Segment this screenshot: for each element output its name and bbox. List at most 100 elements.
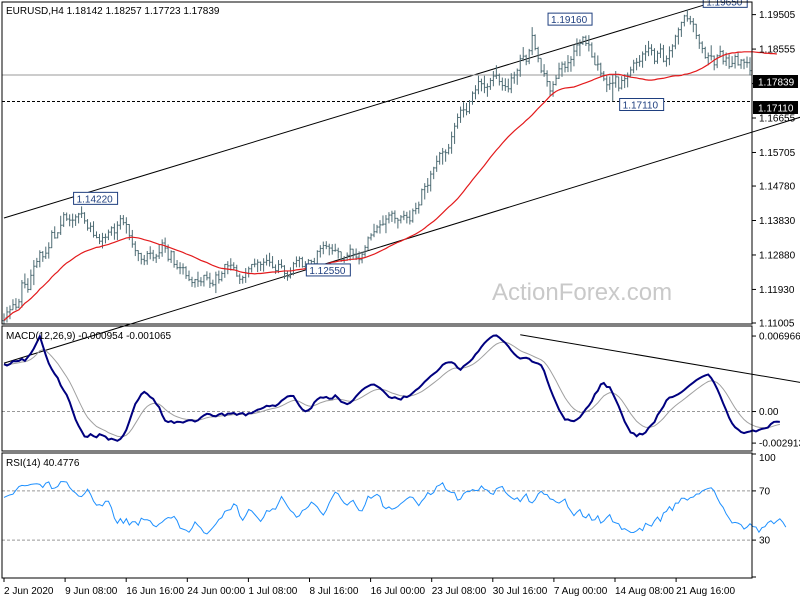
ohlc-bar bbox=[110, 226, 113, 236]
ohlc-bar bbox=[474, 85, 477, 100]
ohlc-bar bbox=[71, 213, 75, 228]
ohlc-bar bbox=[596, 55, 600, 71]
ohlc-bar bbox=[205, 271, 209, 281]
price-annotation: 1.17110 bbox=[619, 98, 665, 112]
ohlc-bar bbox=[575, 38, 579, 57]
ohlc-bar bbox=[223, 263, 227, 278]
x-tick-label: 21 Aug 16:00 bbox=[676, 586, 735, 597]
price-y-tick-label: 1.15705 bbox=[759, 148, 796, 159]
ohlc-bar bbox=[375, 224, 379, 234]
ohlc-bar bbox=[271, 256, 274, 269]
ohlc-bar bbox=[509, 73, 513, 94]
ohlc-bar bbox=[360, 251, 364, 264]
ohlc-bar bbox=[339, 251, 343, 262]
ohlc-bar bbox=[333, 243, 337, 252]
macd-panel: MACD(12,26,9) -0.000954 -0.001065 0.0069… bbox=[1, 325, 800, 452]
watermark: ActionForex.com bbox=[492, 279, 672, 306]
ohlc-bar bbox=[560, 61, 564, 77]
price-annotation-box bbox=[702, 0, 748, 8]
ohlc-bar bbox=[447, 143, 451, 155]
ohlc-bar bbox=[563, 61, 567, 73]
ohlc-bar bbox=[483, 75, 486, 94]
ohlc-bar bbox=[229, 258, 233, 271]
ohlc-bar bbox=[196, 271, 200, 287]
ohlc-bar bbox=[405, 211, 409, 224]
ohlc-bar bbox=[539, 57, 543, 74]
ohlc-bar bbox=[659, 43, 662, 58]
ohlc-bar bbox=[77, 212, 80, 224]
ohlc-bar bbox=[142, 254, 146, 266]
ohlc-bar bbox=[65, 212, 69, 221]
ohlc-bar bbox=[289, 267, 292, 279]
price-title: EURUSD,H4 1.18142 1.18257 1.17723 1.1783… bbox=[6, 6, 220, 17]
ohlc-bar bbox=[653, 48, 656, 65]
ohlc-bar bbox=[682, 14, 686, 27]
ohlc-bar bbox=[145, 250, 149, 265]
ohlc-bar bbox=[733, 54, 737, 69]
ohlc-bar bbox=[524, 54, 528, 66]
x-tick-label: 2 Jun 2020 bbox=[4, 586, 54, 597]
ohlc-bar bbox=[450, 131, 453, 154]
ohlc-bar bbox=[32, 260, 36, 286]
ohlc-bar bbox=[59, 215, 63, 236]
ohlc-bar bbox=[283, 265, 286, 279]
ohlc-bar bbox=[104, 233, 107, 244]
ohlc-bar bbox=[605, 75, 609, 93]
ohlc-bar bbox=[268, 252, 271, 267]
ohlc-bar bbox=[506, 78, 510, 93]
ohlc-bar bbox=[742, 58, 746, 70]
ohlc-bar bbox=[56, 232, 60, 239]
price-y-tick-label: 1.13830 bbox=[759, 216, 796, 227]
ohlc-bar bbox=[679, 21, 683, 37]
price-annotation-label: 1.19650 bbox=[706, 0, 743, 8]
ohlc-bar bbox=[665, 55, 668, 67]
ohlc-bar bbox=[730, 56, 734, 68]
macd-y-tick-label: -0.002913 bbox=[759, 439, 800, 450]
ohlc-bar bbox=[193, 278, 197, 288]
ohlc-bar bbox=[130, 229, 134, 248]
ohlc-bar bbox=[608, 76, 612, 90]
ohlc-bar bbox=[148, 246, 152, 260]
ohlc-bar bbox=[14, 298, 18, 311]
ohlc-bar bbox=[23, 273, 27, 289]
ohlc-bar bbox=[521, 47, 525, 62]
ohlc-bar bbox=[668, 46, 671, 66]
price-annotation: 1.19160 bbox=[547, 12, 593, 26]
ohlc-bar bbox=[26, 278, 30, 293]
ohlc-bar bbox=[47, 242, 51, 259]
macd-line bbox=[3, 333, 780, 442]
ohlc-bar bbox=[745, 56, 749, 68]
ohlc-bar bbox=[623, 74, 627, 89]
ohlc-bar bbox=[220, 271, 224, 282]
ohlc-bar bbox=[641, 51, 644, 68]
rsi-y-tick-label: 30 bbox=[759, 536, 771, 547]
ohlc-bar bbox=[500, 77, 504, 91]
ohlc-bar bbox=[441, 147, 445, 165]
moving-average-line bbox=[3, 51, 777, 321]
ohlc-bar bbox=[259, 261, 263, 271]
ohlc-bar bbox=[402, 210, 406, 221]
ohlc-bar bbox=[721, 49, 725, 65]
price-annotation: 1.14220 bbox=[73, 191, 119, 205]
ohlc-bar bbox=[426, 178, 430, 193]
current-price-tag: 1.17839 bbox=[753, 75, 798, 89]
ohlc-bar bbox=[411, 208, 415, 223]
ohlc-bar bbox=[202, 274, 206, 287]
support-price-tag-bg bbox=[753, 101, 798, 114]
ohlc-bar bbox=[599, 62, 603, 77]
ohlc-bar bbox=[477, 75, 480, 95]
ohlc-bar bbox=[429, 170, 433, 192]
ohlc-bar bbox=[715, 54, 719, 69]
price-y-tick-label: 1.14780 bbox=[759, 182, 796, 193]
ohlc-bar bbox=[8, 305, 12, 320]
price-panel: ActionForex.com 1.14220 1.12550 1.19160 1.1… bbox=[1, 0, 800, 364]
ohlc-bar bbox=[41, 250, 45, 262]
ohlc-bar bbox=[420, 188, 424, 206]
ohlc-bar bbox=[211, 279, 215, 287]
ohlc-bar bbox=[578, 39, 582, 57]
ohlc-bar bbox=[587, 35, 591, 52]
ohlc-bar bbox=[417, 201, 421, 214]
ohlc-bar bbox=[688, 15, 692, 25]
ohlc-bar bbox=[372, 223, 376, 238]
